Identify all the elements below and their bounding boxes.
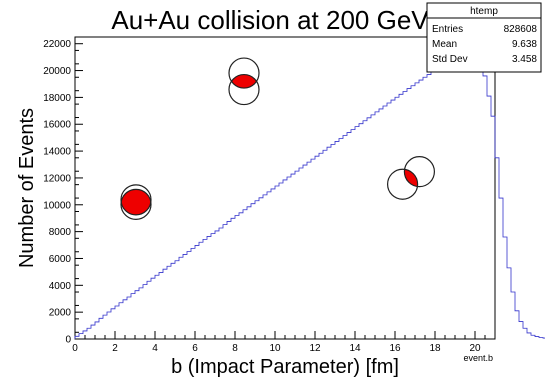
nucleus-overlap-icon [228,57,260,106]
y-axis-label: Number of Events [16,108,38,268]
y-tick-label: 12000 [43,173,71,184]
stats-row-label: Entries [432,24,463,35]
nucleus-circle [120,184,152,216]
stats-row-label: Mean [432,39,457,50]
stats-row-value: 828608 [504,24,538,35]
overlap-region [121,189,151,215]
chart-title: Au+Au collision at 200 GeV [111,5,429,35]
y-tick-label: 0 [65,335,71,346]
x-tick-label: 0 [72,343,78,354]
x-tick-label: 18 [429,343,441,354]
x-tick-label: 10 [269,343,281,354]
x-tick-label: 12 [309,343,321,354]
overlap-region [404,169,418,187]
y-tick-label: 16000 [43,120,71,131]
y-tick-label: 6000 [49,254,72,265]
y-axis-ticks: 0 2000 4000 6000 8000 10000 12000 14000 16000 180… [43,39,83,346]
histogram-outline [74,50,545,339]
x-tick-label: 14 [349,343,361,354]
y-tick-label: 2000 [49,308,72,319]
y-tick-label: 22000 [43,39,71,50]
y-tick-label: 14000 [43,147,71,158]
y-tick-label: 20000 [43,66,71,77]
overlap-icons [120,57,435,220]
x-tick-label: 8 [232,343,238,354]
y-tick-label: 10000 [43,200,71,211]
nucleus-circle [387,168,419,200]
x-axis-ticks: 0 2 4 6 8 10 12 14 16 18 20 [72,331,496,354]
stats-row-value: 9.638 [512,39,537,50]
x-tick-label: 20 [469,343,481,354]
nucleus-circle [120,188,152,220]
nucleus-overlap-icon [120,184,152,220]
y-tick-label: 18000 [43,93,71,104]
stats-row-label: Std Dev [432,54,468,65]
y-tick-label: 8000 [49,227,72,238]
x-axis-label: b (Impact Parameter) [fm] [171,356,399,378]
overlap-region [229,74,259,89]
stats-row-value: 3.458 [512,54,537,65]
x-axis-name: event.b [463,353,493,363]
x-tick-label: 4 [152,343,158,354]
histogram-series [74,50,545,339]
x-tick-label: 6 [192,343,198,354]
stats-box: htemp Entries 828608 Mean 9.638 Std Dev … [426,2,542,73]
nucleus-overlap-icon [387,156,435,200]
stats-box-frame [426,2,542,73]
nucleus-circle [403,156,435,188]
nucleus-circle [228,73,260,106]
nucleus-circle [228,57,260,89]
x-tick-label: 2 [112,343,118,354]
x-tick-label: 16 [389,343,401,354]
stats-box-name: htemp [470,6,498,17]
y-tick-label: 4000 [49,281,72,292]
